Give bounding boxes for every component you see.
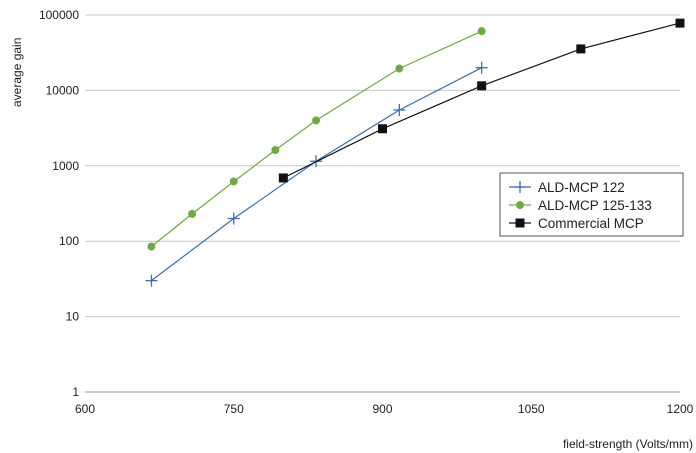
y-axis-title: average gain [10, 38, 24, 107]
x-tick-label: 1050 [518, 402, 545, 416]
data-point [675, 18, 685, 28]
data-point [229, 177, 238, 186]
legend: ALD-MCP 122 ALD-MCP 125-133 Commercial MCP [499, 172, 684, 237]
data-point [395, 64, 404, 73]
y-tick-label: 10 [66, 310, 80, 324]
series-line [283, 22, 681, 179]
data-point [312, 116, 321, 125]
data-point [188, 209, 197, 218]
legend-label: ALD-MCP 122 [538, 180, 625, 195]
data-point [227, 212, 240, 225]
series-group [145, 18, 685, 287]
legend-item: ALD-MCP 125-133 [509, 198, 652, 213]
data-point [271, 146, 280, 155]
data-point [145, 274, 158, 287]
grid-lines [85, 14, 680, 393]
x-tick-label: 900 [372, 402, 392, 416]
legend-item: ALD-MCP 122 [509, 180, 625, 195]
legend-item: Commercial MCP [509, 216, 644, 231]
data-point [477, 81, 487, 91]
data-point [278, 173, 288, 183]
x-tick-label: 750 [224, 402, 244, 416]
series-3 [278, 18, 685, 183]
legend-marker [515, 218, 525, 228]
data-point [378, 124, 387, 134]
data-point [477, 27, 486, 36]
y-tick-labels: 1 10 100 1000 10000 100000 [39, 8, 79, 399]
series-line [151, 67, 482, 282]
x-tick-labels: 600 750 900 1050 1200 [75, 402, 694, 416]
legend-label: ALD-MCP 125-133 [538, 198, 652, 213]
y-tick-label: 100 [59, 234, 79, 248]
data-point [147, 242, 156, 251]
series-1 [145, 61, 488, 287]
x-tick-label: 600 [75, 402, 95, 416]
y-tick-label: 100000 [39, 8, 79, 22]
legend-label: Commercial MCP [538, 216, 644, 231]
data-point [576, 44, 586, 54]
legend-marker [514, 181, 526, 193]
data-point [475, 61, 488, 74]
series-2 [147, 27, 486, 251]
y-tick-label: 1 [72, 385, 79, 399]
x-axis-title: field-strength (Volts/mm) [563, 437, 693, 451]
series-line [151, 30, 482, 247]
x-tick-label: 1200 [667, 402, 694, 416]
legend-marker [516, 201, 524, 209]
y-tick-label: 1000 [52, 159, 79, 173]
data-point [393, 103, 406, 116]
y-tick-label: 10000 [46, 83, 80, 97]
